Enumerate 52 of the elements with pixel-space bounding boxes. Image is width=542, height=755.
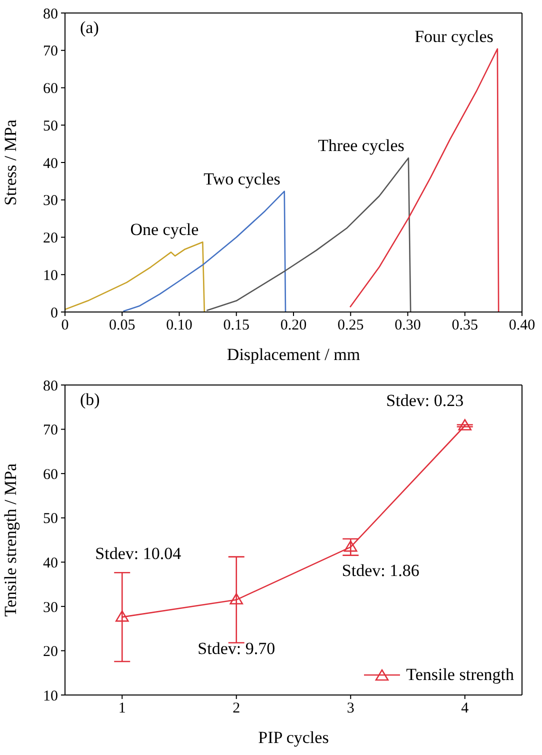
y-tick-label: 10 (43, 268, 58, 284)
annotation: (b) (80, 390, 100, 410)
point (115, 610, 129, 622)
y-axis-title: Stress / MPa (1, 119, 20, 206)
x-axis-title: Displacement / mm (226, 345, 360, 364)
x-tick-label: 0.35 (452, 318, 478, 334)
y-tick-label: 80 (43, 378, 58, 394)
x-axis-title: PIP cycles (258, 728, 329, 747)
x-tick-label: 0.15 (223, 318, 250, 334)
point (458, 419, 472, 430)
y-tick-label: 30 (43, 600, 58, 616)
x-tick-label: 0.30 (394, 318, 421, 334)
annotation: Stdev: 9.70 (198, 639, 276, 660)
y-tick-label: 50 (43, 118, 58, 134)
x-tick-label: 0.20 (280, 318, 307, 334)
x-tick-label: 4 (461, 700, 470, 717)
x-tick-label: 2 (232, 700, 240, 717)
annotation: (a) (80, 18, 99, 38)
y-tick-label: 70 (43, 44, 58, 60)
y-tick-label: 0 (50, 305, 58, 322)
x-tick-label: 0.10 (166, 318, 192, 334)
annotation: Stdev: 10.04 (95, 544, 182, 564)
y-tick-label: 40 (43, 156, 58, 172)
point (344, 540, 358, 552)
y-axis-title: Tensile strength / MPa (1, 462, 20, 617)
y-tick-label: 70 (43, 422, 58, 439)
point (230, 593, 244, 604)
x-tick-label: 0.40 (508, 318, 536, 334)
y-tick-label: 60 (43, 81, 58, 98)
x-tick-label: 1 (118, 700, 126, 717)
y-tick-label: 80 (43, 6, 58, 22)
y-tick-label: 40 (43, 555, 58, 572)
series-label: Three cycles (318, 136, 404, 156)
line-series (206, 157, 412, 312)
series-label: Four cycles (414, 26, 494, 46)
y-tick-label: 50 (43, 511, 58, 528)
series-label: Two cycles (204, 169, 280, 188)
y-tick-label: 60 (43, 466, 58, 483)
line-series (65, 241, 206, 312)
y-tick-label: 20 (43, 230, 58, 247)
annotation: Stdev: 0.23 (386, 390, 464, 411)
x-tick-label: 0.05 (109, 318, 136, 334)
annotation: Stdev: 1.86 (342, 560, 420, 581)
x-tick-label: 3 (346, 700, 354, 717)
y-tick-label: 10 (43, 688, 58, 704)
x-tick-label: 0 (61, 318, 69, 334)
x-tick-label: 0.25 (338, 318, 364, 334)
y-tick-label: 20 (43, 644, 58, 660)
y-tick-label: 30 (43, 193, 58, 210)
legend-label: Tensile strength (406, 665, 514, 685)
line-series (122, 190, 286, 312)
series-label: One cycle (130, 220, 199, 240)
